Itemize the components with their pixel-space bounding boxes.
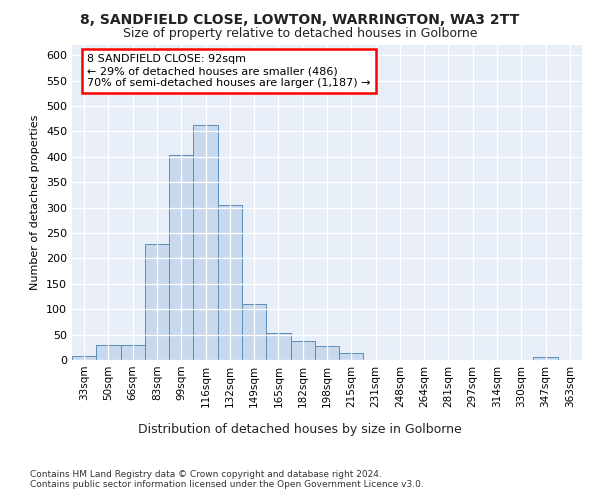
Bar xyxy=(169,155,193,360)
Bar xyxy=(96,345,121,360)
Text: 8, SANDFIELD CLOSE, LOWTON, WARRINGTON, WA3 2TT: 8, SANDFIELD CLOSE, LOWTON, WARRINGTON, … xyxy=(80,12,520,26)
Bar xyxy=(533,358,558,360)
Text: Contains public sector information licensed under the Open Government Licence v3: Contains public sector information licen… xyxy=(30,480,424,489)
Bar xyxy=(339,354,364,360)
Text: 8 SANDFIELD CLOSE: 92sqm
← 29% of detached houses are smaller (486)
70% of semi-: 8 SANDFIELD CLOSE: 92sqm ← 29% of detach… xyxy=(88,54,371,88)
Bar xyxy=(145,244,169,360)
Bar xyxy=(242,304,266,360)
Text: Distribution of detached houses by size in Golborne: Distribution of detached houses by size … xyxy=(138,422,462,436)
Text: Size of property relative to detached houses in Golborne: Size of property relative to detached ho… xyxy=(123,28,477,40)
Bar xyxy=(193,125,218,360)
Bar xyxy=(121,345,145,360)
Bar xyxy=(290,340,315,360)
Bar xyxy=(218,205,242,360)
Bar xyxy=(266,332,290,360)
Bar xyxy=(72,356,96,360)
Y-axis label: Number of detached properties: Number of detached properties xyxy=(31,115,40,290)
Text: Contains HM Land Registry data © Crown copyright and database right 2024.: Contains HM Land Registry data © Crown c… xyxy=(30,470,382,479)
Bar xyxy=(315,346,339,360)
